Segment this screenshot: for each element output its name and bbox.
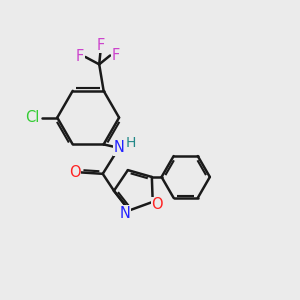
Text: O: O xyxy=(151,197,163,212)
Text: F: F xyxy=(97,38,105,53)
Text: H: H xyxy=(126,136,136,150)
Text: N: N xyxy=(113,140,124,155)
Text: N: N xyxy=(119,206,130,221)
Text: O: O xyxy=(69,165,80,180)
Text: Cl: Cl xyxy=(25,110,39,125)
Text: F: F xyxy=(76,50,84,64)
Text: F: F xyxy=(111,48,119,63)
